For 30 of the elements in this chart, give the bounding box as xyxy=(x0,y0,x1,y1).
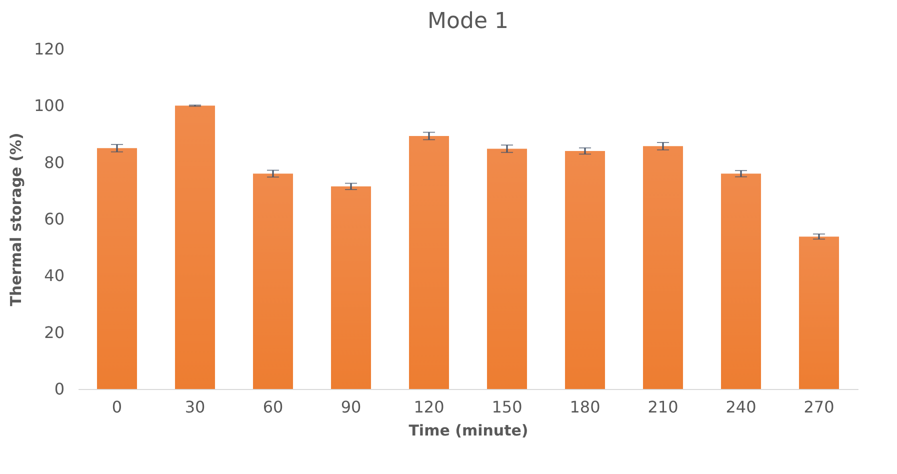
bar xyxy=(565,151,605,389)
bar xyxy=(97,148,137,389)
y-tick-label: 60 xyxy=(44,210,64,228)
y-tick-label: 40 xyxy=(44,266,64,286)
bar xyxy=(331,186,371,389)
x-tick-label: 0 xyxy=(112,398,122,416)
bar xyxy=(253,174,293,389)
x-axis-title: Time (minute) xyxy=(408,422,528,440)
y-tick-label: 20 xyxy=(44,322,64,342)
chart-title: Mode 1 xyxy=(428,9,508,34)
bar xyxy=(643,146,683,389)
x-tick-label: 270 xyxy=(804,398,834,416)
bar xyxy=(409,136,449,389)
x-tick-label: 30 xyxy=(184,398,206,416)
y-axis-title: Thermal storage (%) xyxy=(6,132,25,306)
x-tick-label: 180 xyxy=(570,398,600,416)
x-tick-label: 60 xyxy=(262,398,284,416)
y-tick-label: 0 xyxy=(54,380,64,398)
y-tick-label: 100 xyxy=(34,96,64,116)
x-tick-label: 90 xyxy=(340,398,362,416)
x-tick-label: 210 xyxy=(648,398,678,416)
y-tick-label: 120 xyxy=(34,40,64,58)
bar xyxy=(175,106,215,389)
y-tick-label: 80 xyxy=(44,152,64,172)
x-tick-label: 150 xyxy=(492,398,522,416)
bar xyxy=(487,148,527,389)
bar xyxy=(799,236,839,389)
x-tick-label: 120 xyxy=(414,398,444,416)
x-tick-label: 240 xyxy=(726,398,756,416)
bar xyxy=(721,174,761,389)
